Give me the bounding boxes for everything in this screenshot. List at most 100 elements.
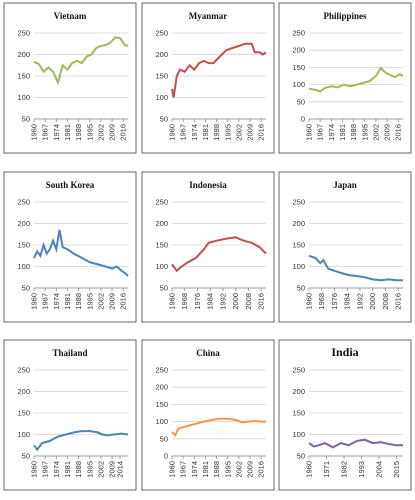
x-tick-label: 1988 [212,124,221,141]
y-tick-label: 200 [155,219,168,228]
x-tick-label: 2015 [392,461,401,478]
data-line [308,438,403,449]
x-tick-label: 1968 [180,293,189,310]
x-tick-label: 2002 [96,124,105,141]
x-tick-label: 1992 [355,293,364,310]
y-tick-label: 200 [292,387,305,396]
x-tick-label: 1981 [63,293,72,310]
x-tick-label: 1967 [316,124,325,141]
x-tick-label: 1981 [63,124,72,141]
x-tick-label: 1960 [168,461,177,478]
x-tick-label: 1995 [85,124,94,141]
chart-title: South Korea [46,180,95,190]
x-tick-label: 2016 [257,293,266,310]
y-tick-label: 50 [22,284,30,293]
panel-border [3,2,137,154]
y-tick-label: 100 [292,80,305,89]
chart-title: Myanmar [189,11,228,21]
panel-border [3,339,137,491]
y-tick-label: 250 [17,198,30,207]
data-line [33,430,129,452]
x-tick-label: 1995 [360,124,369,141]
x-tick-label: 2002 [96,293,105,310]
data-line [171,417,266,438]
x-tick-label: 1971 [322,461,331,478]
x-tick-label: 2000 [368,293,377,310]
y-tick-label: 0 [164,452,168,461]
x-tick-label: 1993 [357,461,366,478]
x-tick-label: 2009 [383,124,392,141]
x-tick-label: 1981 [63,461,72,478]
x-tick-label: 1982 [340,461,349,478]
y-tick-label: 200 [292,219,305,228]
y-tick-label: 100 [17,262,30,271]
y-tick-label: 50 [297,97,305,106]
x-tick-label: 2016 [394,293,403,310]
x-tick-label: 1960 [305,124,314,141]
data-line [308,66,404,93]
x-tick-label: 1974 [190,461,199,478]
x-tick-label: 2014 [116,461,125,478]
x-tick-label: 1995 [85,461,94,478]
x-tick-label: 2016 [119,293,128,310]
y-tick-label: 50 [160,434,168,443]
chart-panel: China 0 50 100 150 200 250 1960 1967 1974 1981 1988… [141,339,275,491]
x-tick-label: 2016 [394,124,403,141]
x-tick-label: 1995 [223,461,232,478]
x-tick-label: 1967 [179,461,188,478]
panel-border [278,171,412,323]
x-tick-label: 1984 [343,293,352,310]
x-tick-label: 2009 [108,461,117,478]
chart-title: Indonesia [189,180,227,190]
x-tick-label: 1976 [330,293,339,310]
panel-border [141,2,275,154]
y-tick-label: 100 [292,262,305,271]
y-tick-label: 0 [301,115,305,124]
x-tick-label: 1974 [190,124,199,141]
y-tick-label: 150 [155,400,168,409]
x-tick-label: 1974 [52,293,61,310]
x-tick-label: 2009 [108,124,117,141]
y-tick-label: 250 [155,29,168,38]
y-tick-label: 250 [155,366,168,375]
x-tick-label: 2009 [108,293,117,310]
x-tick-label: 1995 [223,124,232,141]
x-tick-label: 1967 [41,293,50,310]
x-tick-label: 2009 [246,124,255,141]
x-tick-label: 1995 [85,293,94,310]
y-tick-label: 200 [17,50,30,59]
chart-panel: Myanmar 50 100 150 200 250 1960 1967 1974 1981 198… [141,2,275,154]
x-tick-label: 2004 [375,461,384,478]
y-tick-label: 100 [17,93,30,102]
y-tick-label: 150 [155,241,168,250]
data-line [171,42,267,98]
x-tick-label: 1960 [305,461,314,478]
x-tick-label: 1988 [212,461,221,478]
y-tick-label: 150 [17,409,30,418]
y-tick-label: 50 [160,115,168,124]
x-tick-label: 1967 [41,461,50,478]
panel-border [278,2,412,154]
chart-panel: Vietnam 50 100 150 200 250 1960 1967 1974 1981 198… [3,2,137,154]
data-line [171,236,267,273]
panel-border [141,171,275,323]
y-tick-label: 150 [155,72,168,81]
panel-border [141,339,275,491]
x-tick-label: 1960 [30,124,39,141]
data-line [33,36,129,86]
y-tick-label: 250 [292,29,305,38]
x-tick-label: 1981 [338,124,347,141]
y-tick-label: 50 [22,452,30,461]
chart-panel: India 50 100 150 200 250 1960 1971 1982 1993 2004 2… [278,339,412,491]
x-tick-label: 1988 [74,293,83,310]
x-tick-label: 2002 [96,461,105,478]
y-tick-label: 150 [292,241,305,250]
y-tick-label: 200 [292,46,305,55]
chart-title: Japan [333,180,357,190]
y-tick-label: 250 [292,198,305,207]
